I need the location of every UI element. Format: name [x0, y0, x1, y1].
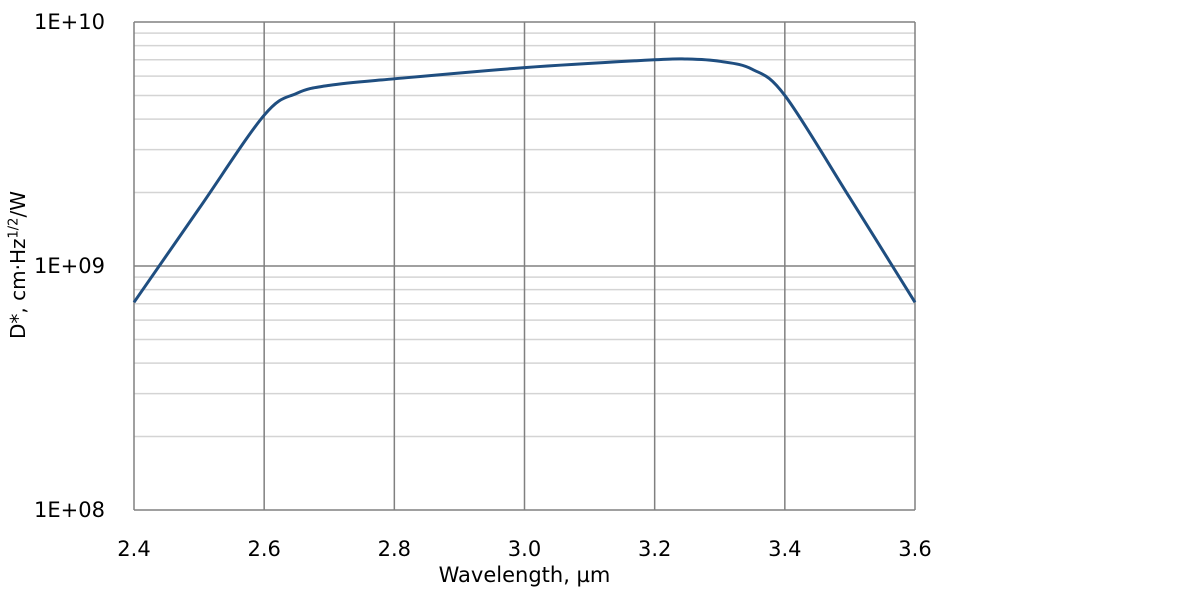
y-axis-label: D*, cm·Hz1/2/W — [6, 191, 30, 339]
y-tick-label: 1E+10 — [34, 10, 105, 34]
y-axis-label-tail: /W — [6, 191, 30, 218]
x-tick-label: 3.2 — [638, 537, 671, 561]
y-tick-label: 1E+09 — [34, 254, 105, 278]
x-tick-label: 3.0 — [508, 537, 541, 561]
x-tick-label: 2.6 — [247, 537, 280, 561]
x-tick-label: 3.4 — [768, 537, 801, 561]
x-tick-label: 2.8 — [378, 537, 411, 561]
y-axis-label-main: D*, cm·Hz — [6, 238, 30, 339]
x-tick-label: 2.4 — [117, 537, 150, 561]
x-tick-label: 3.6 — [898, 537, 931, 561]
series-line-dstar — [132, 57, 917, 304]
x-axis-label: Wavelength, µm — [439, 563, 611, 587]
y-tick-label: 1E+08 — [34, 498, 105, 522]
y-axis-label-superscript: 1/2 — [6, 217, 22, 239]
